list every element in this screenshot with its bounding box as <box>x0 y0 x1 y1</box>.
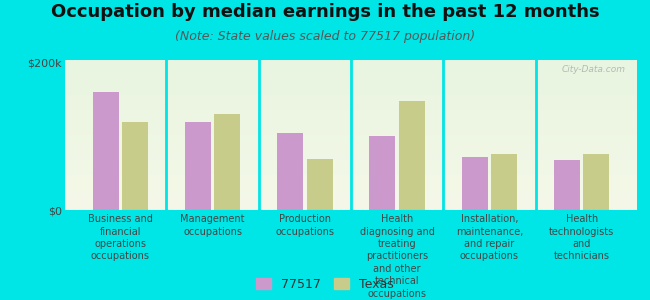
Bar <box>122 122 148 210</box>
Bar <box>369 136 395 210</box>
Bar <box>93 92 118 210</box>
Legend: 77517, Texas: 77517, Texas <box>257 278 393 291</box>
Bar <box>584 154 609 210</box>
Text: Occupation by median earnings in the past 12 months: Occupation by median earnings in the pas… <box>51 3 599 21</box>
Bar <box>277 133 303 210</box>
Bar <box>214 114 240 210</box>
Bar <box>462 157 488 210</box>
Text: (Note: State values scaled to 77517 population): (Note: State values scaled to 77517 popu… <box>175 30 475 43</box>
Bar <box>307 158 333 210</box>
Bar <box>399 101 425 210</box>
Bar <box>554 160 580 210</box>
Bar <box>185 122 211 210</box>
Text: City-Data.com: City-Data.com <box>562 64 625 74</box>
Bar <box>491 154 517 210</box>
